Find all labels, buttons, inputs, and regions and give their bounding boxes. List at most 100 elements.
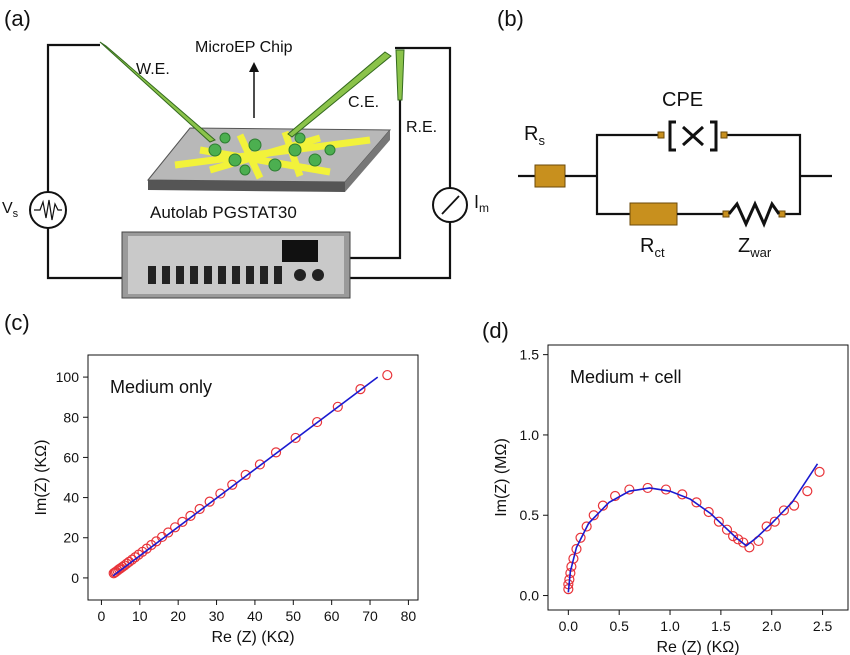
- y-tick-label: 60: [63, 449, 79, 465]
- data-point: [290, 432, 301, 444]
- cpe: [668, 120, 718, 152]
- x-tick-label: 1.0: [660, 618, 680, 634]
- data-point: [170, 522, 181, 533]
- data-point: [270, 447, 282, 458]
- data-point: [733, 534, 744, 545]
- label: C.E.: [348, 94, 379, 111]
- wire: [725, 133, 802, 216]
- label: Zwar: [738, 235, 772, 260]
- ammeter-needle: [441, 195, 460, 215]
- label: Vs: [2, 200, 19, 220]
- subscript: s: [538, 133, 545, 148]
- data-point: [721, 524, 733, 535]
- x-tick-label: 0.0: [559, 618, 579, 634]
- data-point: [254, 459, 266, 470]
- x-tick-label: 2.0: [762, 618, 782, 634]
- label: Z: [738, 235, 750, 257]
- x-tick-label: 70: [362, 608, 378, 624]
- y-tick-label: 1.5: [520, 347, 540, 363]
- panel-label: (b): [497, 6, 524, 31]
- label: W.E.: [136, 61, 170, 78]
- data-point: [227, 479, 238, 490]
- subscript: war: [749, 245, 772, 260]
- data-point: [703, 506, 714, 518]
- data-point: [597, 500, 609, 511]
- x-tick-label: 0.5: [609, 618, 629, 634]
- label: R: [524, 123, 538, 145]
- subscript: s: [13, 208, 19, 220]
- data-point: [588, 510, 599, 521]
- data-point: [204, 496, 215, 507]
- label: MicroEP Chip: [195, 39, 293, 56]
- y-tick-label: 0.5: [520, 507, 540, 523]
- data-point: [382, 369, 393, 381]
- cpe-terminal: [720, 131, 728, 139]
- data-point: [163, 527, 174, 538]
- y-tick-label: 1.0: [520, 427, 540, 443]
- data-point: [194, 503, 205, 515]
- data-point: [311, 416, 323, 428]
- ce-probe: [287, 51, 392, 138]
- label: Rct: [640, 235, 665, 260]
- x-axis-label: Re (Z) (KΩ): [211, 629, 294, 646]
- label: V: [2, 200, 13, 217]
- data-point: [215, 488, 226, 499]
- cpe-terminal: [657, 131, 665, 139]
- wire: [350, 222, 452, 280]
- data-point: [575, 532, 586, 543]
- label: R.E.: [406, 119, 437, 136]
- data-point: [177, 516, 188, 527]
- x-tick-label: 20: [170, 608, 186, 624]
- panel-a: (a) W.E. MicroEP Chip C.E. R.E. Vs Im Au…: [2, 6, 489, 299]
- data-point: [624, 484, 635, 495]
- x-tick-label: 1.5: [711, 618, 731, 634]
- chip-side: [345, 130, 390, 192]
- y-tick-label: 20: [63, 530, 79, 546]
- label: I: [474, 192, 479, 212]
- data-point: [802, 486, 813, 497]
- x-tick-label: 80: [401, 608, 417, 624]
- data-point: [581, 521, 592, 532]
- y-tick-label: 40: [63, 490, 79, 506]
- annotation: Medium + cell: [570, 367, 682, 387]
- cells: [208, 132, 336, 176]
- y-tick-label: 0.0: [520, 588, 540, 604]
- panel-label: (c): [4, 310, 30, 335]
- we-probe: [99, 41, 216, 143]
- y-axis-label: Im(Z) (MΩ): [493, 438, 510, 517]
- x-tick-label: 30: [209, 608, 225, 624]
- x-tick-label: 2.5: [813, 618, 833, 634]
- warburg-terminal: [722, 210, 730, 218]
- data-point: [761, 521, 772, 532]
- label: Autolab PGSTAT30: [150, 203, 297, 222]
- label: CPE: [662, 89, 703, 111]
- data-point: [769, 516, 780, 527]
- x-tick-label: 0: [98, 608, 106, 624]
- data-point: [355, 384, 366, 395]
- knobs: [148, 266, 324, 284]
- label: Im: [474, 192, 489, 215]
- chip-side: [148, 180, 345, 192]
- data-point: [127, 554, 138, 565]
- x-tick-label: 10: [132, 608, 148, 624]
- display: [282, 240, 318, 262]
- data-point: [727, 531, 739, 542]
- wire: [46, 228, 125, 280]
- label: Rs: [524, 123, 545, 148]
- voltage-source: [29, 191, 67, 229]
- warburg: [727, 200, 781, 228]
- wire: [350, 100, 402, 260]
- panel-label: (a): [4, 6, 31, 31]
- subscript: m: [479, 201, 489, 215]
- data-point: [568, 553, 579, 564]
- data-point: [691, 497, 702, 508]
- data-point: [778, 505, 790, 516]
- y-tick-label: 0: [71, 570, 79, 586]
- data-point: [332, 401, 343, 412]
- panel-b: (b) Rs CPE Rct Zwar: [497, 6, 832, 260]
- subscript: ct: [654, 245, 665, 260]
- y-axis-label: Im(Z) (KΩ): [33, 440, 50, 516]
- fit-line: [112, 376, 379, 577]
- electrodes: [174, 130, 371, 180]
- sine-icon: [34, 199, 62, 221]
